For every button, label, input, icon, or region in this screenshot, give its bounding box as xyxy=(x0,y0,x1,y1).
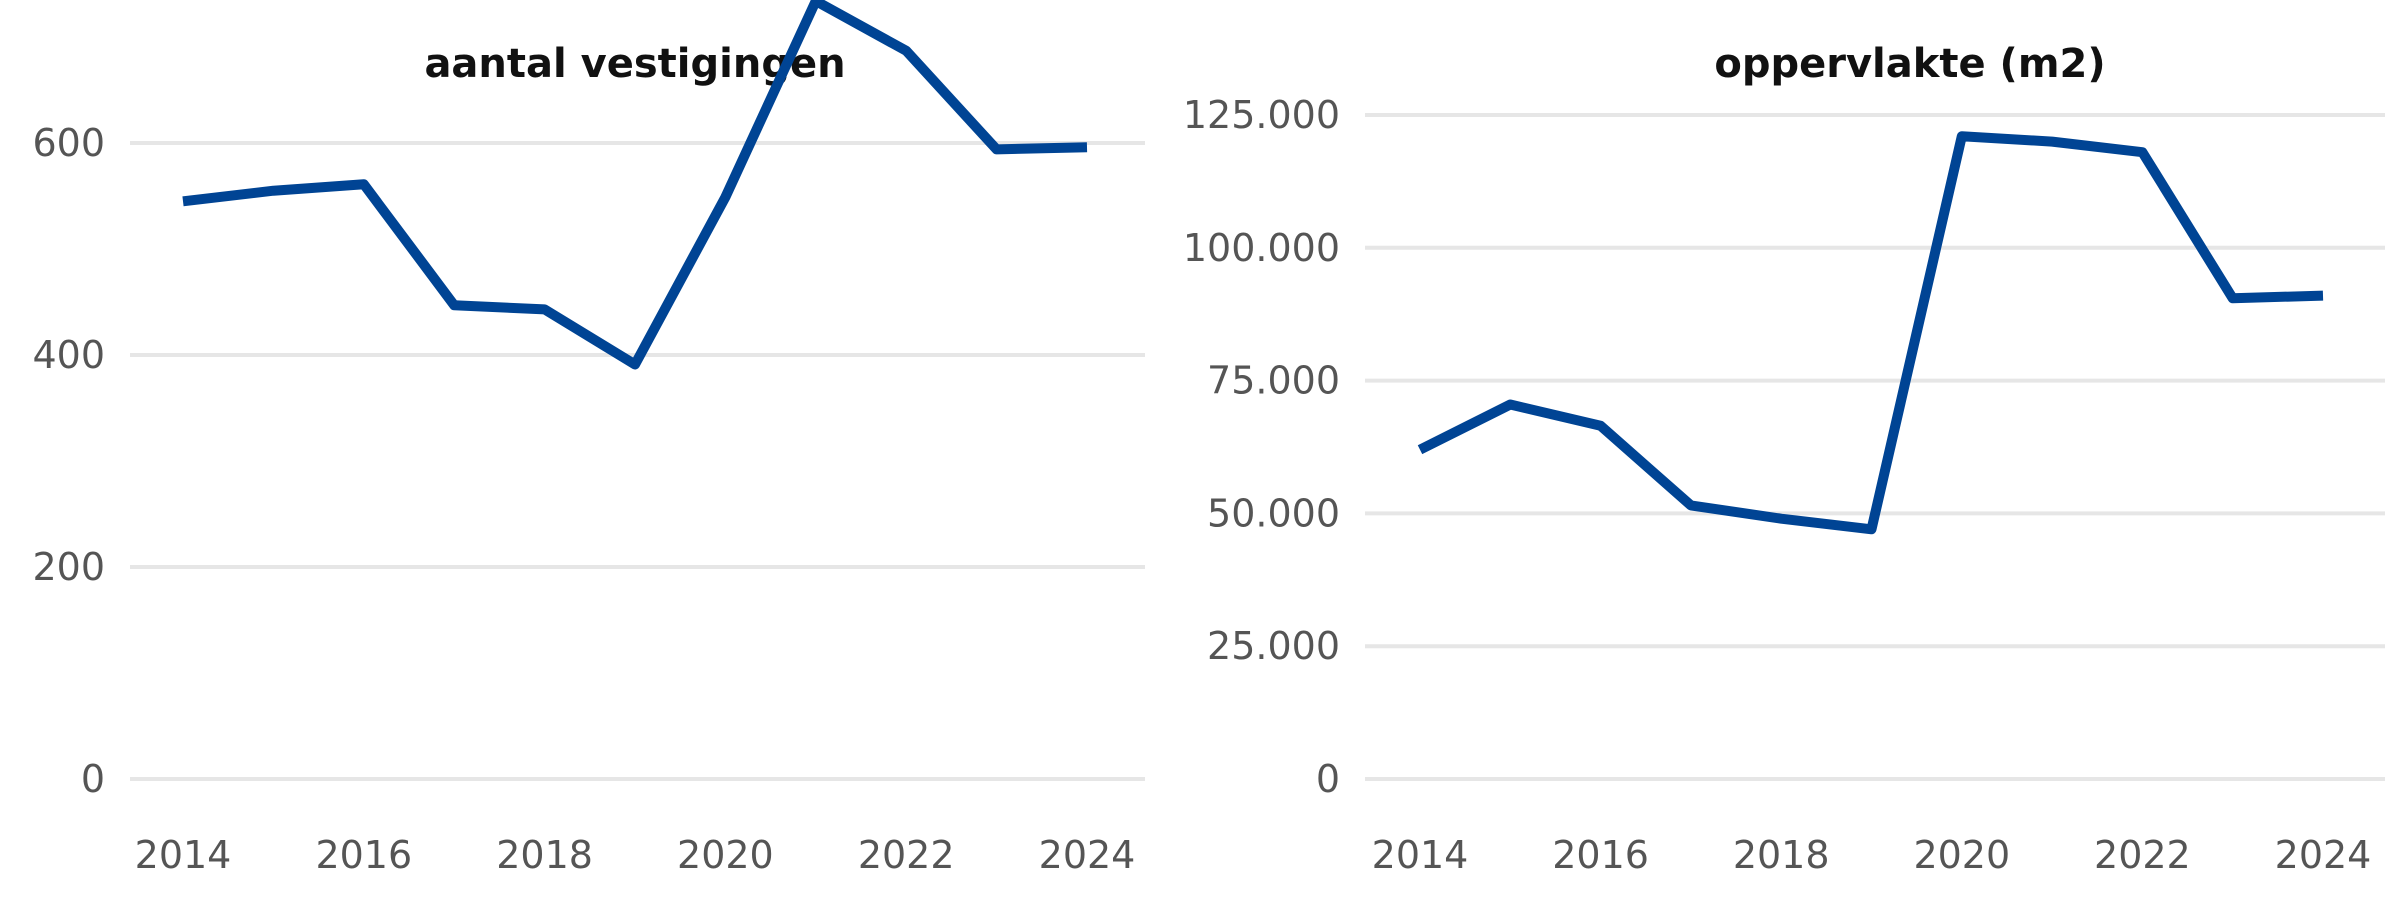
x-tick-label: 2020 xyxy=(677,833,774,877)
chart-panel-oppervlakte: oppervlakte (m2) 0 25.000 50.000 75.000 100.… xyxy=(1183,41,2385,877)
x-tick-label: 2022 xyxy=(2094,833,2191,877)
x-tick-label: 2024 xyxy=(2275,833,2372,877)
y-tick-label: 600 xyxy=(32,121,105,165)
series-line xyxy=(182,0,1088,370)
y-tick-label: 0 xyxy=(1316,757,1340,801)
series-line xyxy=(1417,131,2324,535)
x-tick-label: 2024 xyxy=(1039,833,1136,877)
x-tick-label: 2014 xyxy=(135,833,232,877)
y-tick-label: 75.000 xyxy=(1207,359,1340,403)
x-tick-label: 2018 xyxy=(496,833,593,877)
x-tick-label: 2022 xyxy=(858,833,955,877)
y-tick-label: 50.000 xyxy=(1207,491,1340,535)
x-tick-label: 2016 xyxy=(1552,833,1649,877)
y-tick-label: 125.000 xyxy=(1183,93,1340,137)
x-tick-label: 2020 xyxy=(1913,833,2010,877)
x-tick-label: 2016 xyxy=(315,833,412,877)
y-tick-label: 100.000 xyxy=(1183,226,1340,270)
y-tick-label: 25.000 xyxy=(1207,624,1340,668)
chart-title: oppervlakte (m2) xyxy=(1714,41,2105,87)
x-tick-label: 2018 xyxy=(1733,833,1830,877)
y-tick-label: 200 xyxy=(32,545,105,589)
x-tick-label: 2014 xyxy=(1372,833,1469,877)
y-tick-label: 0 xyxy=(81,757,105,801)
y-tick-label: 400 xyxy=(32,333,105,377)
